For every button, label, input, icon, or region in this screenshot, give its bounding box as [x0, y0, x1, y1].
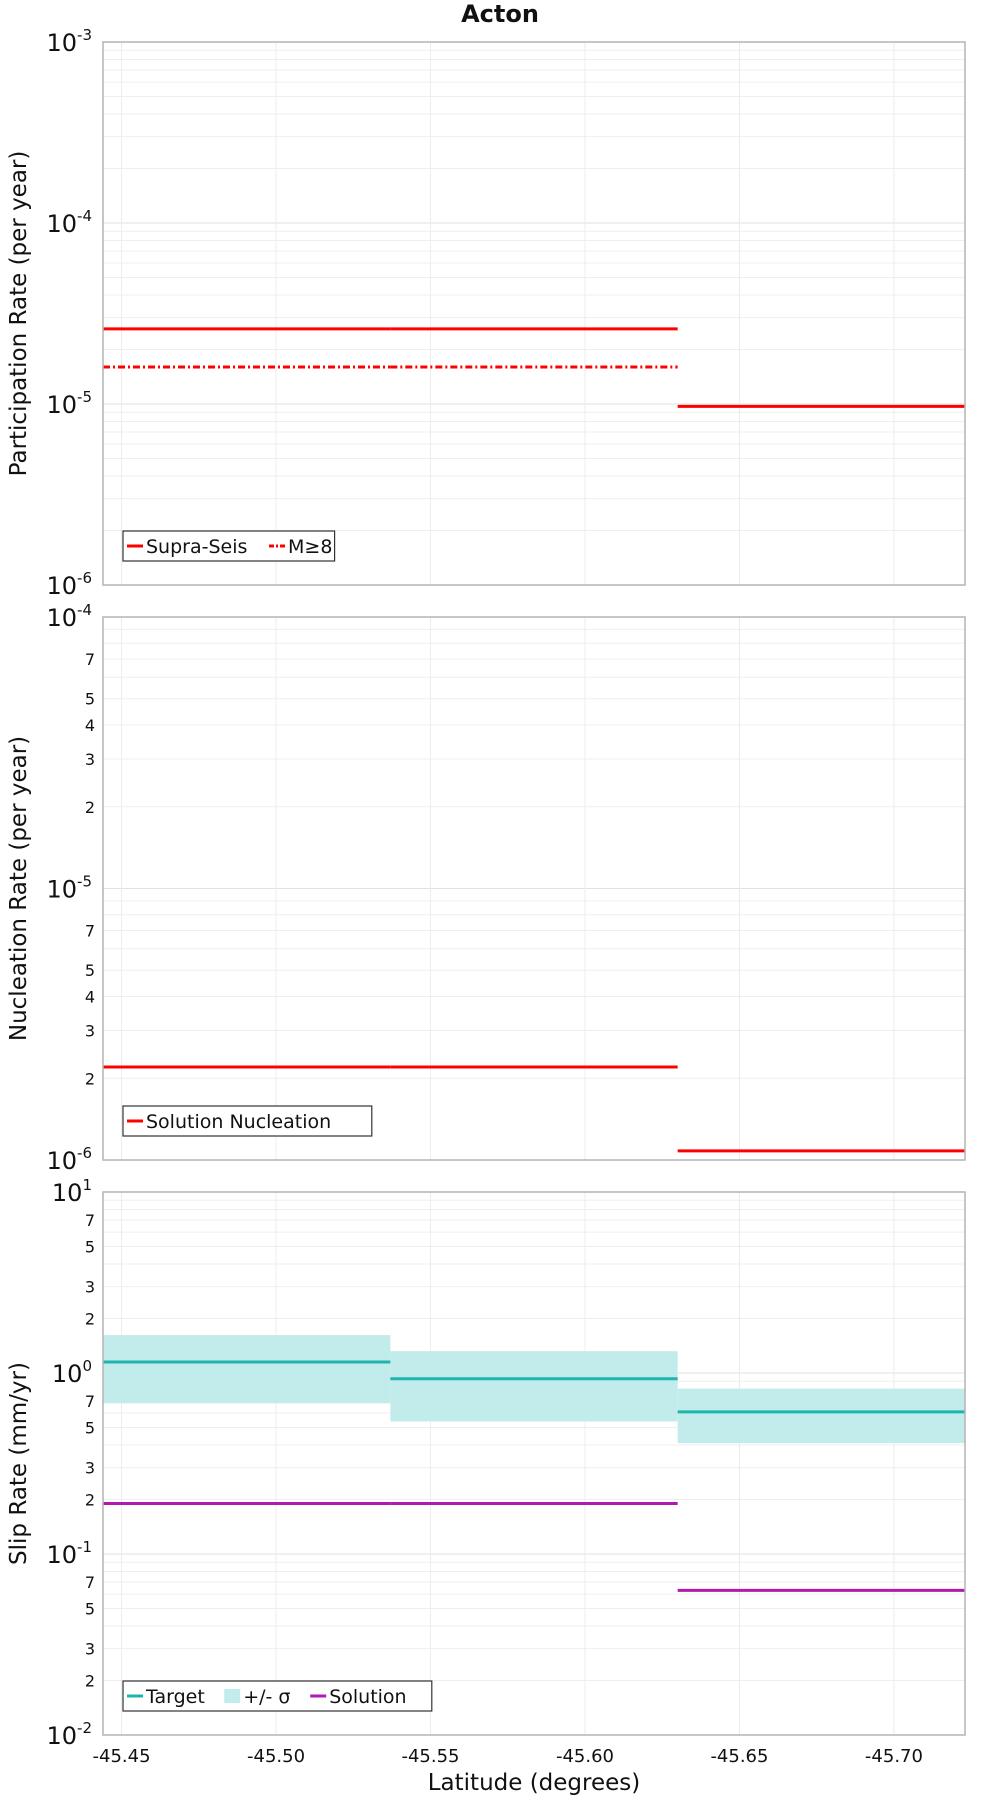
y-tick-label: 4 — [85, 716, 95, 735]
y-tick-label: 5 — [85, 690, 95, 709]
plot-frame — [102, 41, 966, 586]
sigma-band — [103, 1335, 391, 1404]
y-tick-label: 2 — [85, 1310, 95, 1329]
x-axis-label: Latitude (degrees) — [428, 1770, 641, 1796]
y-axis-label: Slip Rate (mm/yr) — [6, 1362, 32, 1565]
y-tick-label: 7 — [85, 1573, 95, 1592]
y-axis-label: Participation Rate (per year) — [6, 151, 32, 477]
y-tick-label: 3 — [85, 750, 95, 769]
legend: Solution Nucleation — [122, 1105, 373, 1137]
chart-title: Acton — [461, 0, 539, 28]
y-tick-label: 2 — [85, 1491, 95, 1510]
plot-area — [103, 42, 965, 585]
y-tick-label: 5 — [85, 961, 95, 980]
y-tick-label: 3 — [85, 1640, 95, 1659]
y-tick-label: 10-1 — [46, 1538, 92, 1569]
legend-label: Solution Nucleation — [146, 1111, 331, 1133]
y-tick-label: 10-6 — [46, 1144, 92, 1175]
sigma-band — [390, 1351, 678, 1422]
legend-swatch — [224, 1689, 241, 1703]
panel-nucleation: 10-4 7 5 4 3 2 10-5 7 5 4 3 2 10-6 Nucleation Rate (p… — [6, 601, 966, 1175]
y-tick-label: 5 — [85, 1599, 95, 1618]
y-tick-label: 5 — [85, 1237, 95, 1256]
y-tick-label: 2 — [85, 1672, 95, 1691]
y-tick-label: 7 — [85, 650, 95, 669]
y-tick-label: 2 — [85, 798, 95, 817]
panel-participation: 10-3 10-4 10-5 10-6 Participation Rate (per … — [6, 26, 966, 600]
x-tick-label: -45.70 — [865, 1746, 923, 1767]
legend-box — [122, 530, 336, 562]
y-tick-label: 7 — [85, 1392, 95, 1411]
legend: Supra-Seis M≥8 — [122, 530, 336, 562]
legend-label: Target — [145, 1686, 205, 1708]
x-tick-label: -45.60 — [556, 1746, 614, 1767]
legend-label: Solution — [329, 1686, 406, 1708]
y-tick-label: 10-2 — [46, 1719, 92, 1750]
y-tick-label: 3 — [85, 1459, 95, 1478]
y-tick-label: 10-5 — [46, 388, 92, 419]
legend-label: +/- σ — [243, 1686, 290, 1708]
plot-frame — [102, 616, 966, 1161]
legend-label: Supra-Seis — [146, 536, 247, 558]
y-tick-label: 101 — [52, 1176, 92, 1207]
y-tick-label: 10-6 — [46, 569, 92, 600]
y-tick-label: 2 — [85, 1069, 95, 1088]
y-tick-label: 10-5 — [46, 873, 92, 904]
legend-label: M≥8 — [288, 536, 332, 558]
x-tick-label: -45.55 — [401, 1746, 459, 1767]
x-tick-label: -45.50 — [247, 1746, 305, 1767]
y-tick-label: 3 — [85, 1278, 95, 1297]
y-tick-label: 7 — [85, 1211, 95, 1230]
panel-slip: 101 7 5 3 2 100 7 5 3 2 10-1 7 5 3 2 10-2 Slip Rate (mm/… — [6, 1176, 966, 1750]
y-tick-label: 10-4 — [46, 601, 92, 632]
y-tick-label: 10-4 — [46, 207, 92, 238]
y-tick-label: 100 — [52, 1357, 92, 1388]
y-tick-label: 7 — [85, 922, 95, 941]
y-axis-label: Nucleation Rate (per year) — [6, 736, 32, 1041]
y-tick-label: 4 — [85, 988, 95, 1007]
legend: Target +/- σ Solution — [122, 1680, 433, 1712]
y-tick-label: 10-3 — [46, 26, 92, 57]
sigma-band — [677, 1388, 965, 1444]
y-tick-label: 5 — [85, 1418, 95, 1437]
legend-box — [122, 1105, 373, 1137]
plot-area — [103, 1192, 965, 1735]
x-tick-label: -45.65 — [710, 1746, 768, 1767]
legend-box — [122, 1680, 433, 1712]
plot-frame — [102, 1191, 966, 1736]
x-tick-label: -45.45 — [93, 1746, 151, 1767]
y-tick-label: 3 — [85, 1021, 95, 1040]
